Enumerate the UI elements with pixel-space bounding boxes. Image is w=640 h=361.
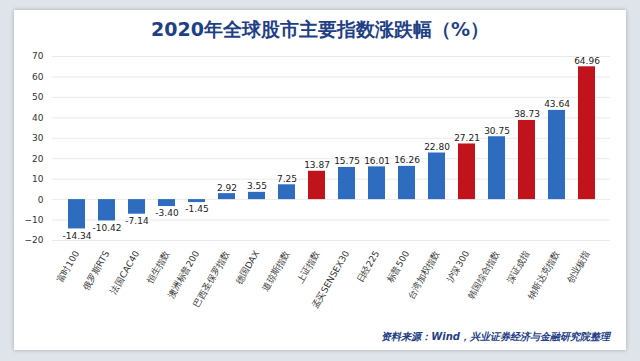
svg-text:俄罗斯RTS: 俄罗斯RTS <box>81 249 112 292</box>
svg-text:0: 0 <box>38 194 44 204</box>
svg-text:16.26: 16.26 <box>394 155 420 165</box>
svg-text:−20: −20 <box>25 235 44 245</box>
svg-text:50: 50 <box>32 92 44 102</box>
svg-text:纳斯达克指数: 纳斯达克指数 <box>526 249 562 301</box>
svg-text:标普500: 标普500 <box>384 249 411 286</box>
svg-text:13.87: 13.87 <box>304 160 330 170</box>
svg-text:40: 40 <box>32 113 44 123</box>
html-text:资料来源：Wind，兴业证券经济与金融研究院整理: 资料来源：Wind，兴业证券经济与金融研究院整理 <box>381 331 610 342</box>
svg-text:10: 10 <box>32 174 44 184</box>
svg-text:20: 20 <box>32 154 44 164</box>
svg-text:16.01: 16.01 <box>364 156 390 166</box>
svg-text:70: 70 <box>32 51 44 61</box>
svg-text:法国CAC40: 法国CAC40 <box>109 249 142 296</box>
svg-text:-1.45: -1.45 <box>185 204 208 214</box>
svg-text:30.75: 30.75 <box>484 126 510 136</box>
svg-text:38.73: 38.73 <box>514 109 540 119</box>
svg-text:60: 60 <box>32 72 44 82</box>
svg-text:富时100: 富时100 <box>55 249 81 285</box>
svg-text:64.96: 64.96 <box>574 56 600 66</box>
svg-text:澳洲标普200: 澳洲标普200 <box>166 249 201 300</box>
html-text:2020年全球股市主要指数涨跌幅（%）: 2020年全球股市主要指数涨跌幅（%） <box>151 18 489 40</box>
svg-text:27.21: 27.21 <box>454 133 480 143</box>
svg-text:-3.40: -3.40 <box>155 208 179 218</box>
svg-text:-10.42: -10.42 <box>92 223 121 233</box>
svg-text:2.92: 2.92 <box>217 183 237 193</box>
svg-text:3.55: 3.55 <box>247 181 267 191</box>
svg-text:台湾加权指数: 台湾加权指数 <box>406 249 442 301</box>
svg-text:上证指数: 上证指数 <box>295 249 322 285</box>
svg-text:43.64: 43.64 <box>544 99 570 109</box>
svg-text:深证成指: 深证成指 <box>505 249 532 285</box>
svg-text:道琼斯指数: 道琼斯指数 <box>260 249 291 293</box>
svg-text:沪深300: 沪深300 <box>445 249 471 285</box>
svg-text:15.75: 15.75 <box>334 156 360 166</box>
svg-text:孟买SENSEX30: 孟买SENSEX30 <box>310 249 351 311</box>
svg-text:-14.34: -14.34 <box>62 231 91 241</box>
svg-text:22.80: 22.80 <box>424 142 450 152</box>
svg-text:−10: −10 <box>25 215 44 225</box>
svg-text:日经225: 日经225 <box>355 249 381 284</box>
svg-text:恒生指数: 恒生指数 <box>144 249 171 286</box>
svg-text:-7.14: -7.14 <box>125 216 149 226</box>
svg-text:巴西圣保罗指数: 巴西圣保罗指数 <box>191 249 231 309</box>
svg-text:德国DAX: 德国DAX <box>234 249 261 286</box>
svg-text:30: 30 <box>32 133 44 143</box>
svg-text:创业板指: 创业板指 <box>565 249 592 285</box>
svg-text:7.25: 7.25 <box>277 174 297 184</box>
svg-text:韩国综合指数: 韩国综合指数 <box>466 249 502 301</box>
